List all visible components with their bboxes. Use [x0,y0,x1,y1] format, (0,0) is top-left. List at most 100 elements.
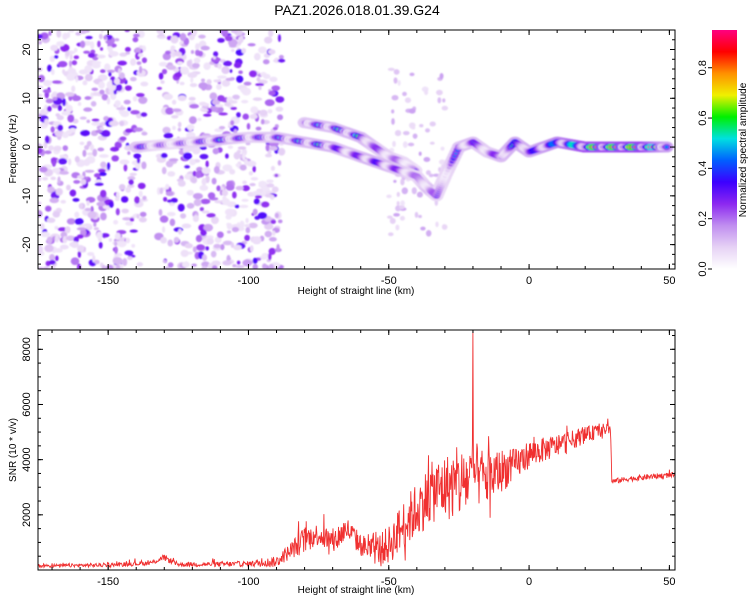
noise-speck [396,201,400,206]
noise-speck [278,54,284,60]
noise-speck [200,78,205,83]
noise-speck [217,37,225,43]
heatmap-x-tick-label: 0 [526,275,532,287]
noise-speck [127,256,133,260]
noise-speck [82,223,92,227]
noise-speck [386,194,392,199]
noise-speck [86,119,91,123]
noise-speck [239,164,247,171]
noise-speck [90,101,97,107]
noise-speck [94,179,102,184]
noise-speck [124,85,132,91]
noise-speck [163,93,173,100]
noise-speck [68,60,73,67]
noise-speck [209,92,218,100]
noise-speck [404,97,412,103]
noise-speck [44,205,52,212]
noise-speck [236,260,241,265]
noise-speck [180,213,187,219]
noise-speck [409,72,415,77]
noise-speck [243,81,252,86]
noise-speck [161,68,168,75]
heatmap-x-axis: -150 -100 -50 0 50 [51,30,676,287]
noise-speck [274,212,279,219]
noise-speck [114,100,121,107]
noise-speck [193,198,202,207]
noise-speck [221,189,229,197]
noise-speck [115,208,120,216]
noise-speck [134,196,140,204]
noise-speck [258,46,267,54]
noise-speck [396,191,400,197]
noise-speck [113,77,121,85]
noise-speck [199,153,209,160]
snr-y-tick-label: 4000 [21,447,33,471]
noise-speck [177,95,187,102]
noise-speck [213,79,222,83]
noise-speck [268,90,276,96]
noise-speck [62,98,66,107]
noise-speck [265,144,270,152]
noise-speck [77,250,82,258]
noise-speck [437,97,442,104]
noise-speck [136,61,142,65]
noise-speck [163,197,168,202]
noise-speck [211,216,219,225]
noise-speck [213,166,220,174]
noise-speck [165,191,174,197]
noise-speck [211,260,221,267]
noise-speck [223,60,233,67]
heatmap-y-tick-label: 10 [21,92,33,104]
noise-speck [160,80,165,84]
noise-speck [267,49,276,55]
noise-speck [170,45,176,51]
noise-speck [230,120,235,126]
noise-speck [264,230,272,238]
noise-speck [91,87,99,92]
noise-speck [247,43,256,47]
noise-speck [83,158,91,166]
noise-speck [167,171,176,177]
noise-speck [100,129,111,138]
noise-speck [111,37,115,44]
noise-speck [120,196,129,203]
noise-speck [222,164,233,172]
noise-speck [66,73,76,81]
noise-speck [268,237,277,242]
noise-speck [245,142,251,146]
noise-speck [277,160,282,166]
noise-speck [38,93,43,97]
noise-speck [55,255,59,262]
noise-speck [425,230,432,237]
noise-speck [91,118,100,122]
noise-speck [125,221,134,226]
noise-speck [179,81,185,86]
noise-speck [210,250,217,258]
noise-speck [165,50,171,55]
noise-speck [99,172,107,177]
noise-speck [256,77,261,82]
noise-speck [49,254,55,262]
noise-speck [241,198,249,202]
noise-speck [72,95,82,102]
snr-x-tick-label: -150 [97,576,119,588]
noise-speck [230,106,237,111]
noise-speck [96,54,106,59]
noise-speck [79,116,87,120]
noise-speck [400,178,405,186]
noise-speck [179,33,187,41]
noise-speck [429,121,436,127]
noise-speck [123,99,131,105]
noise-speck [252,263,258,269]
noise-speck [108,201,114,208]
heatmap-y-tick-label: -10 [21,188,33,204]
snr-x-tick-label: -50 [381,576,397,588]
noise-speck [84,96,92,100]
noise-speck [392,140,396,147]
noise-speck [277,58,286,63]
noise-speck [227,145,234,149]
noise-speck [259,109,268,117]
noise-speck [95,129,103,134]
noise-speck [391,95,399,101]
snr-x-axis: -150 -100 -50 0 50 [51,330,676,588]
